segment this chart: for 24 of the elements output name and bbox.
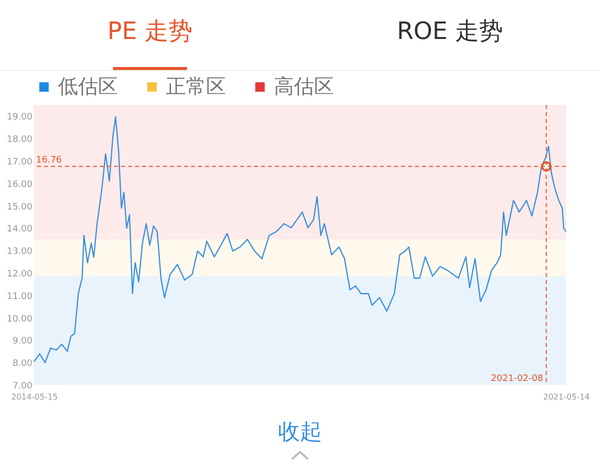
chart-title: PE 走势 — [0, 0, 300, 70]
line-series — [33, 116, 567, 364]
y-tick-label: 13.00 — [6, 247, 33, 258]
text: 收起 — [278, 419, 322, 447]
y-tick-label: 16.00 — [6, 180, 33, 190]
y-tick-label: 12.00 — [6, 270, 33, 280]
legend-label: 低估区 — [58, 74, 118, 98]
x-tick-label: 2021-05-14 — [543, 392, 590, 402]
y-tick-label: 19.00 — [6, 112, 33, 123]
x-tick-label: 2014-05-15 — [11, 392, 58, 402]
text: ROE 走势 — [396, 16, 504, 47]
y-tick-label: 8.00 — [12, 359, 33, 370]
y-tick-label: 7.00 — [12, 382, 33, 392]
ref-line-label: 2021-02-08 — [490, 374, 544, 384]
y-tick-label: 11.00 — [6, 292, 33, 302]
y-tick-label: 15.00 — [6, 202, 33, 212]
y-tick-label: 17.00 — [6, 158, 33, 168]
ref-line-label: 16.76 — [36, 155, 62, 166]
legend-label: 正常区 — [166, 74, 226, 98]
y-tick-label: 14.00 — [6, 224, 33, 235]
y-tick-label: 18.00 — [6, 135, 33, 146]
y-tick-label: 10.00 — [6, 314, 33, 324]
legend-label: 高估区 — [274, 74, 334, 98]
y-tick-label: 9.00 — [12, 336, 33, 347]
